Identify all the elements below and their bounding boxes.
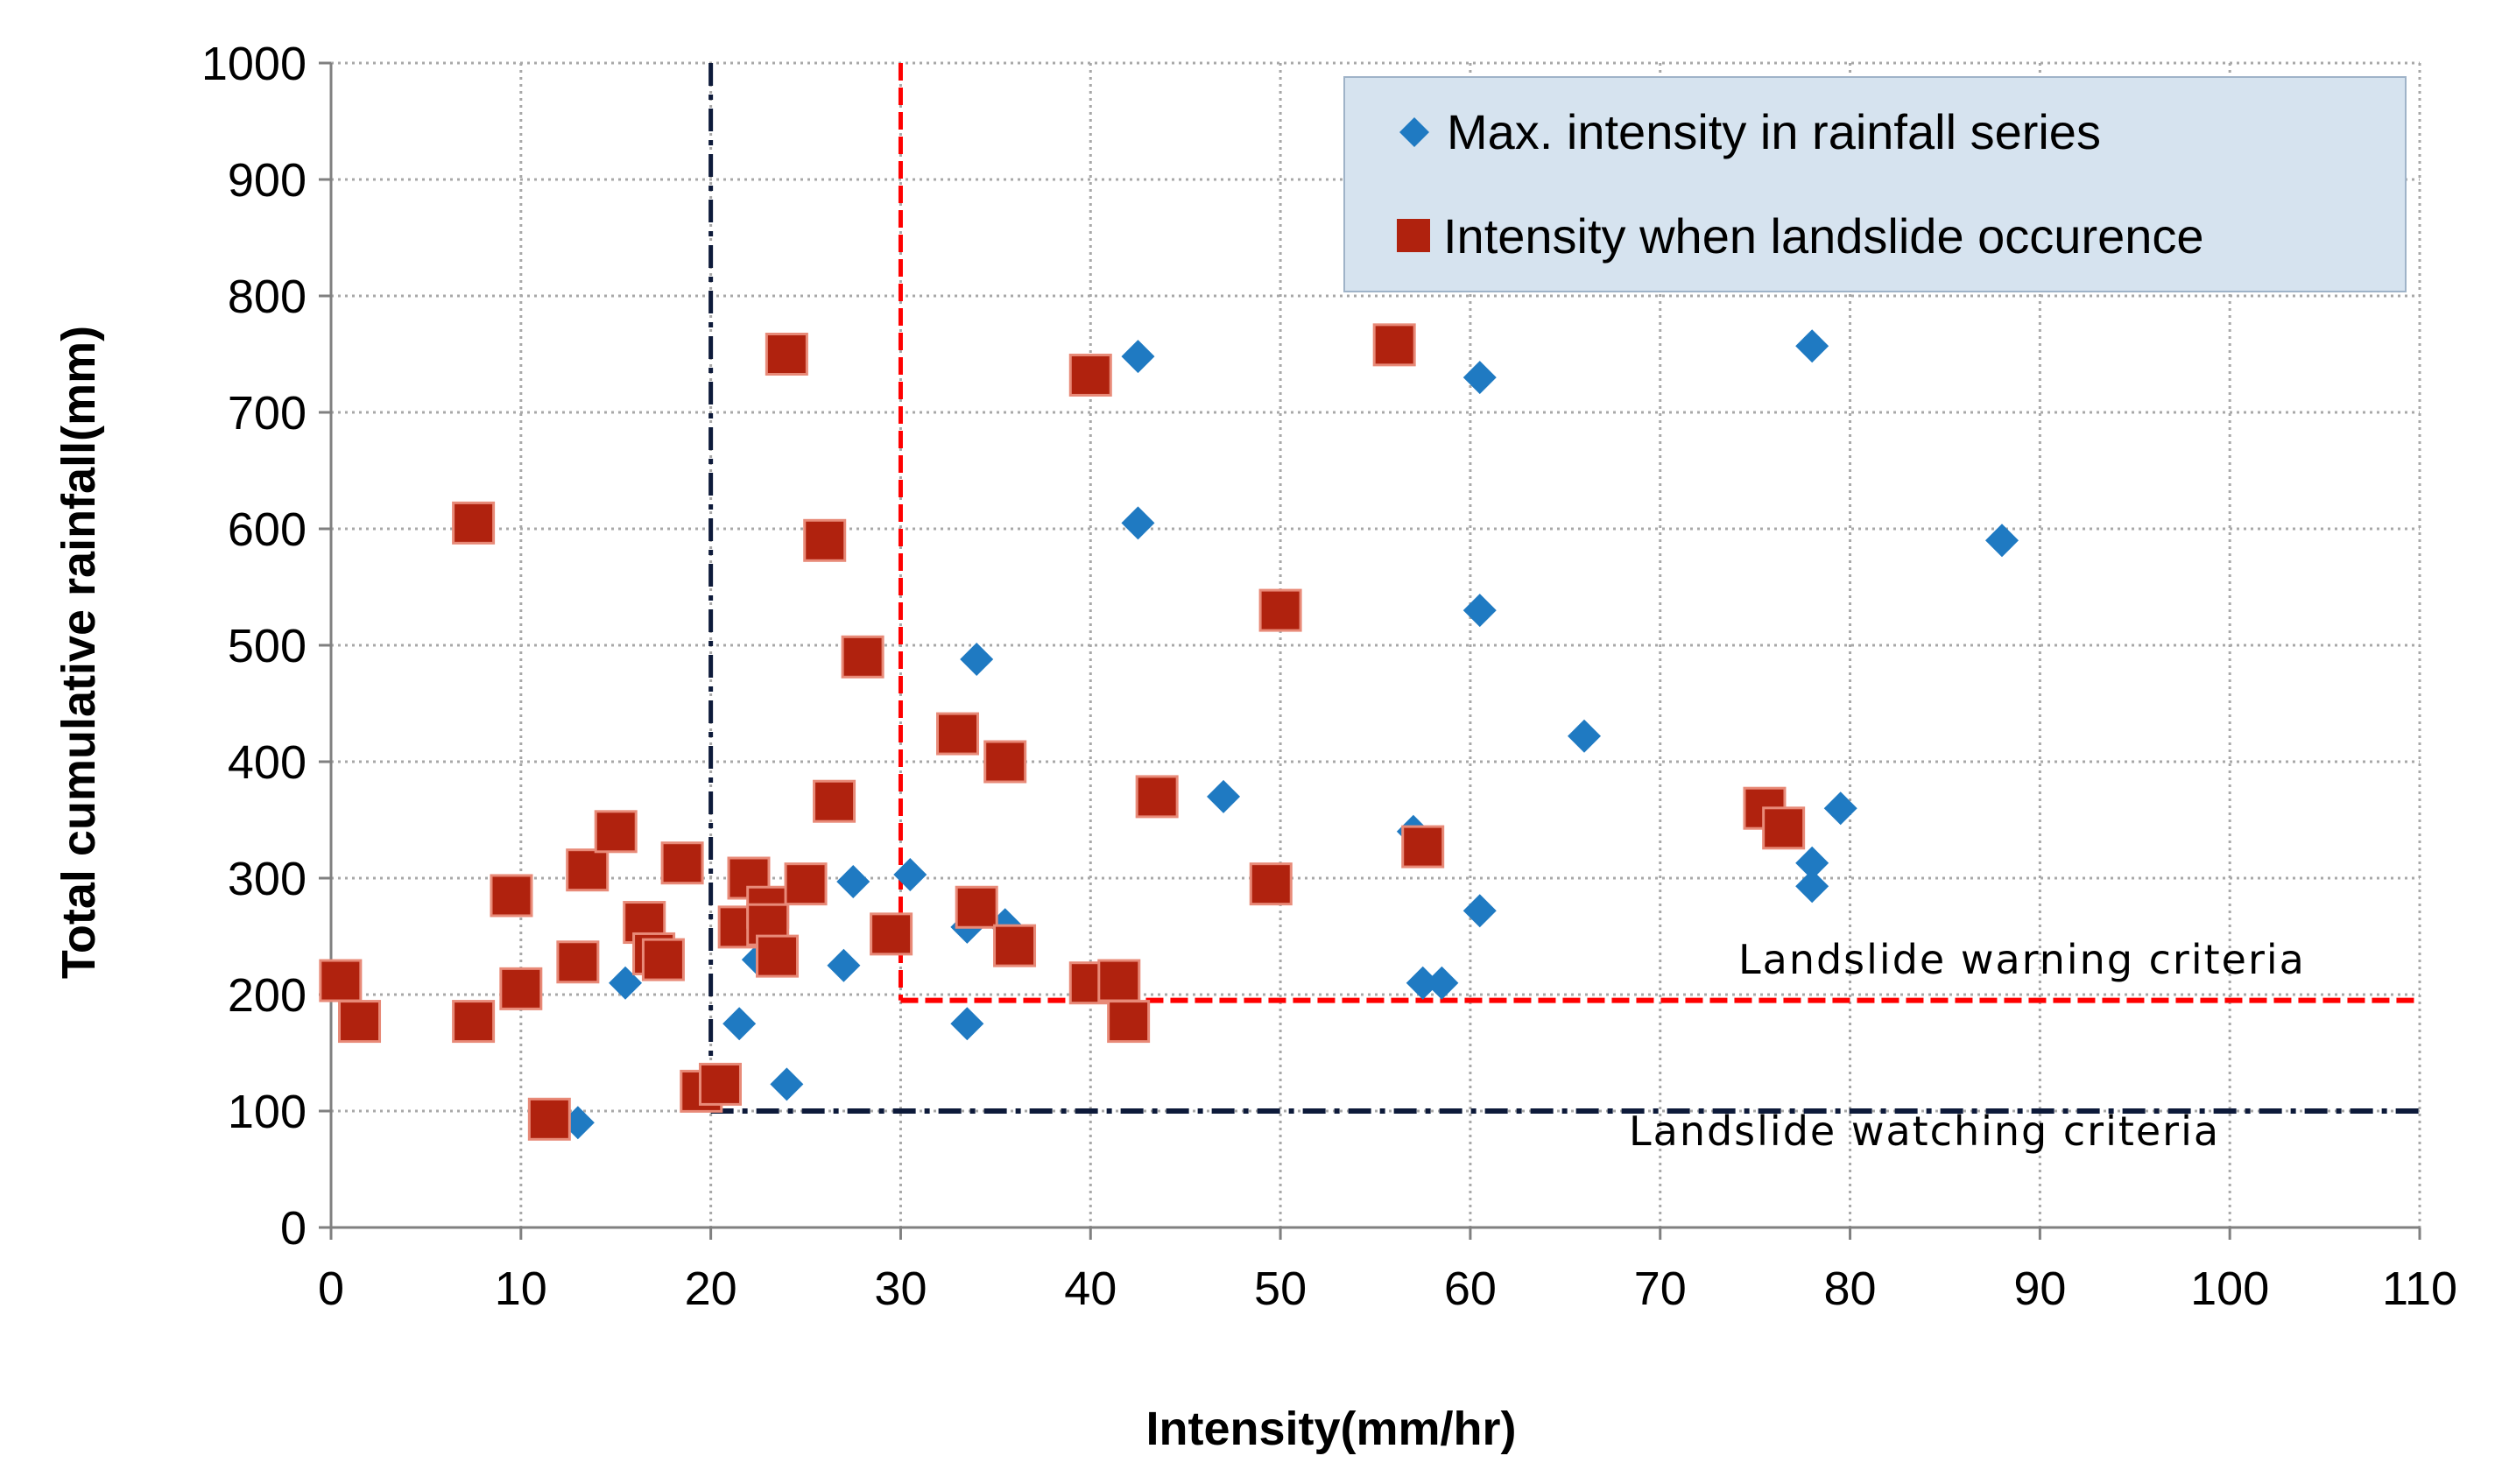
x-tick-label: 60 — [1444, 1262, 1497, 1315]
data-point-diamond — [1568, 719, 1601, 753]
series-square — [319, 323, 1806, 1141]
data-point-diamond — [1406, 966, 1440, 1000]
x-tick-label: 20 — [685, 1262, 737, 1315]
data-point-square — [765, 333, 808, 376]
data-point-square — [870, 912, 913, 956]
data-point-diamond — [827, 948, 861, 982]
legend: Max. intensity in rainfall series Intens… — [1343, 76, 2407, 292]
data-point-diamond — [1462, 894, 1497, 928]
x-tick-label: 80 — [1824, 1262, 1877, 1315]
x-tick-label: 10 — [495, 1262, 547, 1315]
data-point-square — [983, 740, 1027, 784]
data-point-square — [993, 924, 1037, 967]
x-tick-label: 0 — [318, 1262, 344, 1315]
data-point-diamond — [1121, 340, 1155, 374]
data-point-square — [936, 712, 979, 756]
data-point-diamond — [770, 1067, 804, 1101]
data-point-diamond — [1462, 594, 1497, 628]
data-point-square — [660, 841, 704, 885]
y-tick-label: 700 — [228, 387, 307, 440]
data-point-diamond — [836, 864, 870, 898]
y-tick-label: 400 — [228, 736, 307, 789]
data-point-diamond — [1985, 524, 2019, 558]
y-tick-label: 900 — [228, 154, 307, 207]
y-axis-ticks: 0 100 200 300 400 500 600 700 800 900 1000 — [201, 38, 331, 1255]
data-point-square — [803, 518, 847, 562]
data-point-diamond — [950, 1007, 984, 1041]
data-point-square — [1258, 588, 1302, 632]
data-point-square — [955, 885, 998, 929]
legend-square-icon — [1397, 219, 1430, 252]
y-tick-label: 100 — [228, 1086, 307, 1138]
data-point-diamond — [893, 858, 927, 892]
y-tick-label: 200 — [228, 969, 307, 1022]
x-tick-label: 70 — [1634, 1262, 1687, 1315]
y-tick-label: 500 — [228, 620, 307, 672]
data-point-diamond — [1121, 506, 1155, 540]
data-point-diamond — [1207, 779, 1241, 813]
x-tick-label: 50 — [1254, 1262, 1307, 1315]
legend-box — [1343, 76, 2407, 292]
data-point-square — [452, 501, 496, 545]
x-tick-label: 100 — [2190, 1262, 2269, 1315]
y-tick-label: 800 — [228, 271, 307, 323]
x-tick-label: 110 — [2382, 1262, 2457, 1315]
x-axis-title: Intensity(mm/hr) — [1145, 1403, 1516, 1455]
y-tick-label: 1000 — [201, 38, 307, 90]
x-tick-label: 90 — [2013, 1262, 2066, 1315]
legend-label-landslide-intensity: Intensity when landslide occurence — [1443, 208, 2204, 264]
legend-label-max-intensity: Max. intensity in rainfall series — [1447, 104, 2101, 159]
data-point-square — [1068, 353, 1112, 397]
y-tick-label: 300 — [228, 853, 307, 905]
data-point-diamond — [960, 642, 994, 676]
watching-criteria-label: Landslide watching criteria — [1629, 1108, 2220, 1155]
legend-diamond-icon — [1399, 117, 1429, 147]
x-tick-label: 30 — [874, 1262, 927, 1315]
series-diamond — [560, 329, 2019, 1140]
x-tick-label: 40 — [1064, 1262, 1117, 1315]
y-tick-label: 0 — [280, 1202, 307, 1255]
data-point-square — [813, 779, 856, 823]
data-point-square — [1372, 323, 1416, 367]
data-point-diamond — [1795, 329, 1829, 363]
data-point-square — [566, 848, 610, 892]
data-series — [319, 323, 2019, 1141]
data-point-diamond — [1462, 361, 1497, 395]
data-point-square — [1762, 806, 1806, 850]
data-point-diamond — [722, 1007, 757, 1041]
warning-criteria-label: Landslide warning criteria — [1738, 936, 2306, 983]
data-point-square — [698, 1062, 742, 1106]
y-axis-title: Total cumulative rainfall(mm) — [53, 326, 105, 979]
data-point-diamond — [1823, 791, 1857, 826]
data-point-diamond — [1795, 869, 1829, 904]
data-point-square — [1249, 862, 1293, 906]
data-point-square — [556, 940, 600, 984]
data-point-square — [594, 810, 638, 854]
data-point-square — [1135, 775, 1179, 819]
data-point-square — [1401, 825, 1445, 869]
data-point-square — [338, 1000, 382, 1044]
data-point-square — [1107, 1000, 1151, 1044]
x-axis-ticks: 0 10 20 30 40 50 60 70 80 90 100 110 — [318, 1227, 2457, 1315]
data-point-square — [319, 959, 363, 1002]
data-point-diamond — [1795, 846, 1829, 880]
data-point-square — [1097, 959, 1141, 1002]
threshold-lines — [708, 63, 2420, 1114]
y-tick-label: 600 — [228, 503, 307, 556]
data-point-square — [452, 1000, 496, 1044]
data-point-square — [841, 635, 885, 679]
data-point-square — [784, 862, 828, 906]
data-point-square — [756, 934, 800, 978]
data-point-square — [490, 874, 533, 918]
data-point-square — [499, 967, 543, 1010]
data-point-square — [527, 1097, 571, 1141]
data-point-diamond — [1425, 966, 1459, 1000]
data-point-square — [641, 938, 685, 981]
